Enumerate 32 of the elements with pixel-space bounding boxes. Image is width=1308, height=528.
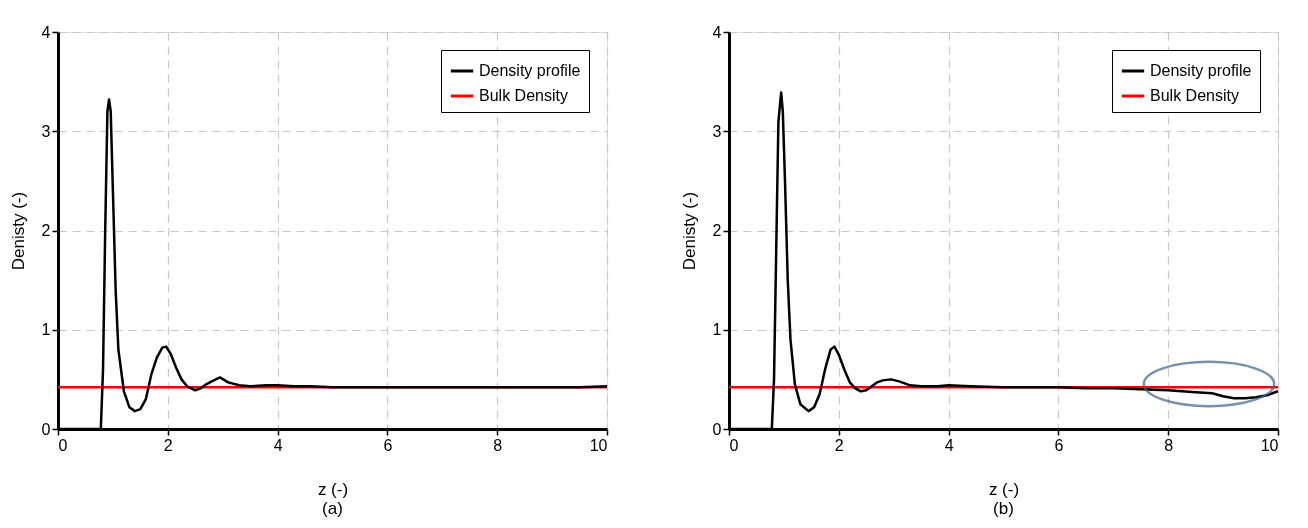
x-axis-title: z (-) xyxy=(988,479,1020,499)
y-tick-label: 3 xyxy=(712,122,722,140)
x-tick-label: 4 xyxy=(273,436,283,454)
y-tick-label: 0 xyxy=(712,420,722,438)
y-axis-title: Denisty (-) xyxy=(8,191,28,271)
legend-label: Density profile xyxy=(479,62,581,79)
y-tick-label: 0 xyxy=(41,420,51,438)
x-tick-label: 2 xyxy=(163,436,173,454)
y-tick-label: 2 xyxy=(41,222,51,239)
x-tick-label: 0 xyxy=(58,436,68,454)
y-tick-label: 3 xyxy=(41,122,51,140)
x-tick-label: 6 xyxy=(1054,436,1064,454)
x-axis-title: z (-) xyxy=(317,479,349,499)
x-tick-label: 8 xyxy=(1164,436,1174,454)
y-tick-label: 2 xyxy=(712,222,722,239)
legend-label: Bulk Density xyxy=(479,87,568,104)
y-tick-label: 1 xyxy=(41,321,51,339)
legend-label: Bulk Density xyxy=(1150,87,1239,104)
x-tick-label: 6 xyxy=(383,436,393,454)
x-tick-label: 4 xyxy=(944,436,954,454)
y-axis-title: Denisty (-) xyxy=(679,191,699,271)
x-tick-label: 10 xyxy=(1260,436,1279,454)
y-tick-label: 4 xyxy=(41,23,51,41)
text: (b) xyxy=(993,499,1014,518)
x-tick-label: 10 xyxy=(589,436,608,454)
x-tick-label: 0 xyxy=(729,436,739,454)
y-tick-label: 4 xyxy=(712,23,722,41)
text: (a) xyxy=(322,499,343,518)
x-tick-label: 8 xyxy=(493,436,503,454)
legend-label: Density profile xyxy=(1150,62,1252,79)
y-tick-label: 1 xyxy=(712,321,722,339)
x-tick-label: 2 xyxy=(834,436,844,454)
